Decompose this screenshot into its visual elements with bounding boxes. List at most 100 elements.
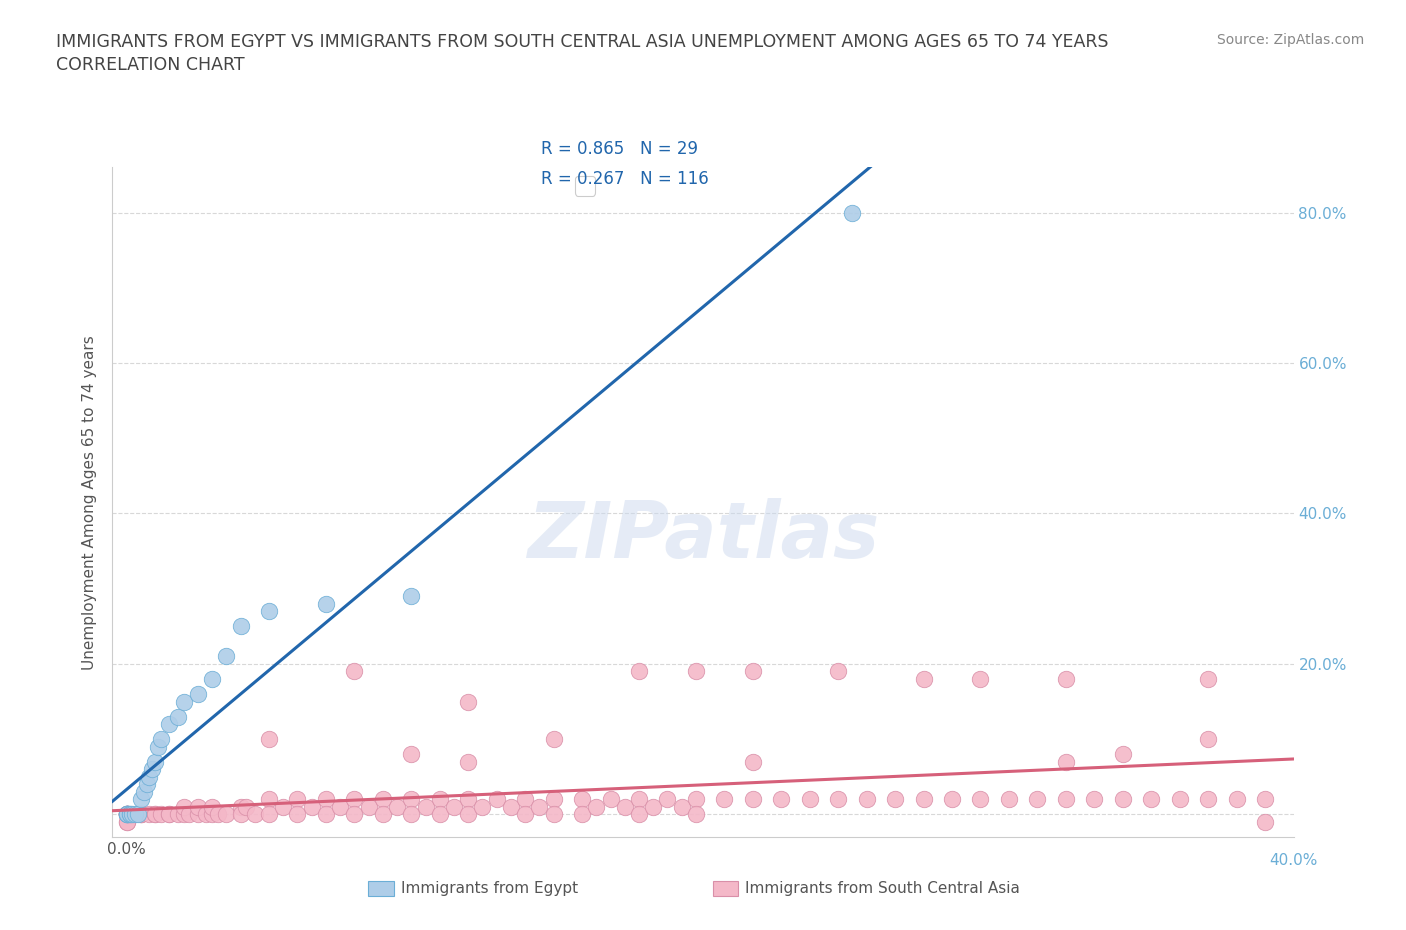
Text: Immigrants from Egypt: Immigrants from Egypt: [401, 881, 578, 896]
Point: [167, 807, 190, 822]
Point: [173, 807, 195, 822]
Point: [969, 671, 991, 686]
Point: [257, 792, 280, 807]
Point: [115, 807, 138, 822]
Point: [1254, 792, 1277, 807]
Point: [138, 807, 160, 822]
Point: [485, 792, 508, 807]
Point: [1112, 747, 1135, 762]
Point: [115, 807, 138, 822]
Point: [1026, 792, 1049, 807]
Point: [599, 792, 621, 807]
Point: [215, 649, 238, 664]
Point: [187, 686, 209, 701]
Point: [741, 664, 763, 679]
Point: [685, 664, 707, 679]
Point: [146, 739, 169, 754]
Point: [401, 807, 423, 822]
Point: [357, 800, 380, 815]
Point: [627, 664, 650, 679]
Point: [157, 717, 180, 732]
Point: [841, 206, 863, 220]
Point: [115, 807, 138, 822]
Point: [179, 807, 201, 822]
Point: [371, 807, 394, 822]
Point: [1168, 792, 1191, 807]
Point: [415, 800, 437, 815]
Point: [657, 792, 679, 807]
Point: [287, 792, 309, 807]
Point: [457, 694, 479, 709]
Point: [257, 604, 280, 618]
Point: [371, 792, 394, 807]
Point: [1254, 815, 1277, 830]
Point: [585, 800, 607, 815]
Text: ZIPatlas: ZIPatlas: [527, 498, 879, 574]
Point: [627, 792, 650, 807]
Point: [215, 807, 238, 822]
Point: [271, 800, 294, 815]
Point: [201, 807, 224, 822]
Point: [235, 800, 257, 815]
Point: [429, 792, 451, 807]
Point: [173, 800, 195, 815]
Point: [1054, 792, 1077, 807]
Point: [257, 807, 280, 822]
Point: [143, 807, 166, 822]
Point: [571, 792, 593, 807]
Point: [529, 800, 551, 815]
Point: [543, 807, 565, 822]
Point: [301, 800, 323, 815]
Point: [115, 807, 138, 822]
Point: [1197, 792, 1219, 807]
Point: [115, 807, 138, 822]
Point: [132, 784, 155, 799]
Point: [124, 807, 146, 822]
Point: [129, 807, 152, 822]
Point: [627, 807, 650, 822]
Text: Immigrants from South Central Asia: Immigrants from South Central Asia: [745, 881, 1021, 896]
Text: R = 0.267   N = 116: R = 0.267 N = 116: [541, 169, 709, 188]
Point: [1054, 754, 1077, 769]
Point: [1226, 792, 1249, 807]
Point: [741, 754, 763, 769]
Point: [138, 769, 160, 784]
Point: [149, 807, 172, 822]
Point: [115, 807, 138, 822]
Point: [1054, 671, 1077, 686]
Point: [127, 807, 149, 822]
Text: IMMIGRANTS FROM EGYPT VS IMMIGRANTS FROM SOUTH CENTRAL ASIA UNEMPLOYMENT AMONG A: IMMIGRANTS FROM EGYPT VS IMMIGRANTS FROM…: [56, 33, 1109, 50]
Point: [135, 777, 157, 791]
Point: [173, 694, 195, 709]
Point: [315, 792, 337, 807]
Text: CORRELATION CHART: CORRELATION CHART: [56, 56, 245, 73]
Point: [443, 800, 465, 815]
Point: [429, 807, 451, 822]
Point: [115, 807, 138, 822]
Point: [827, 792, 849, 807]
Point: [201, 671, 224, 686]
Point: [115, 807, 138, 822]
Point: [941, 792, 963, 807]
Point: [129, 807, 152, 822]
Point: [571, 807, 593, 822]
Point: [115, 807, 138, 822]
Point: [315, 807, 337, 822]
Point: [385, 800, 408, 815]
Point: [457, 792, 479, 807]
Point: [513, 807, 536, 822]
Point: [969, 792, 991, 807]
Point: [543, 792, 565, 807]
Point: [401, 747, 423, 762]
Point: [118, 807, 141, 822]
Point: [167, 710, 190, 724]
Point: [1140, 792, 1163, 807]
Y-axis label: Unemployment Among Ages 65 to 74 years: Unemployment Among Ages 65 to 74 years: [82, 335, 97, 670]
Point: [115, 815, 138, 830]
Point: [315, 596, 337, 611]
Point: [143, 754, 166, 769]
Point: [229, 807, 252, 822]
Point: [998, 792, 1021, 807]
Point: [207, 807, 229, 822]
Point: [115, 807, 138, 822]
